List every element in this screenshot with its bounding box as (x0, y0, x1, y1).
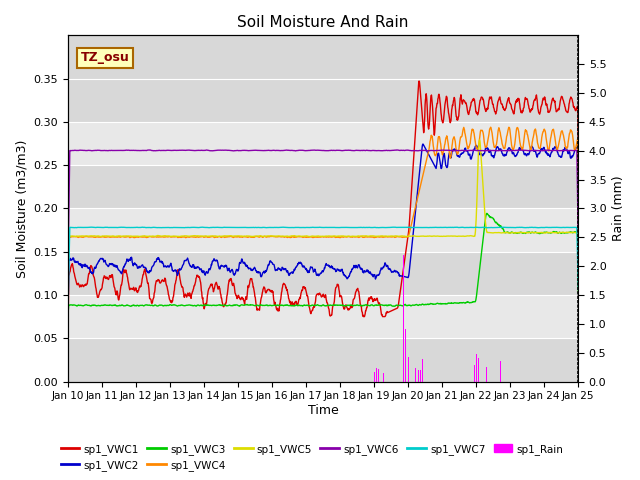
Bar (68, 295, 579, 338)
X-axis label: Time: Time (308, 404, 339, 417)
Title: Soil Moisture And Rain: Soil Moisture And Rain (237, 15, 409, 30)
Bar (68, 165, 579, 208)
Text: TZ_osu: TZ_osu (81, 51, 129, 64)
Bar (68, 208, 579, 252)
Y-axis label: Soil Moisture (m3/m3): Soil Moisture (m3/m3) (15, 139, 28, 277)
Y-axis label: Rain (mm): Rain (mm) (612, 176, 625, 241)
Bar (68, 252, 579, 295)
Bar (68, 79, 579, 122)
Bar (68, 338, 579, 382)
Legend: sp1_VWC1, sp1_VWC2, sp1_VWC3, sp1_VWC4, sp1_VWC5, sp1_VWC6, sp1_VWC7, sp1_Rain: sp1_VWC1, sp1_VWC2, sp1_VWC3, sp1_VWC4, … (56, 439, 568, 475)
Bar (68, 122, 579, 165)
